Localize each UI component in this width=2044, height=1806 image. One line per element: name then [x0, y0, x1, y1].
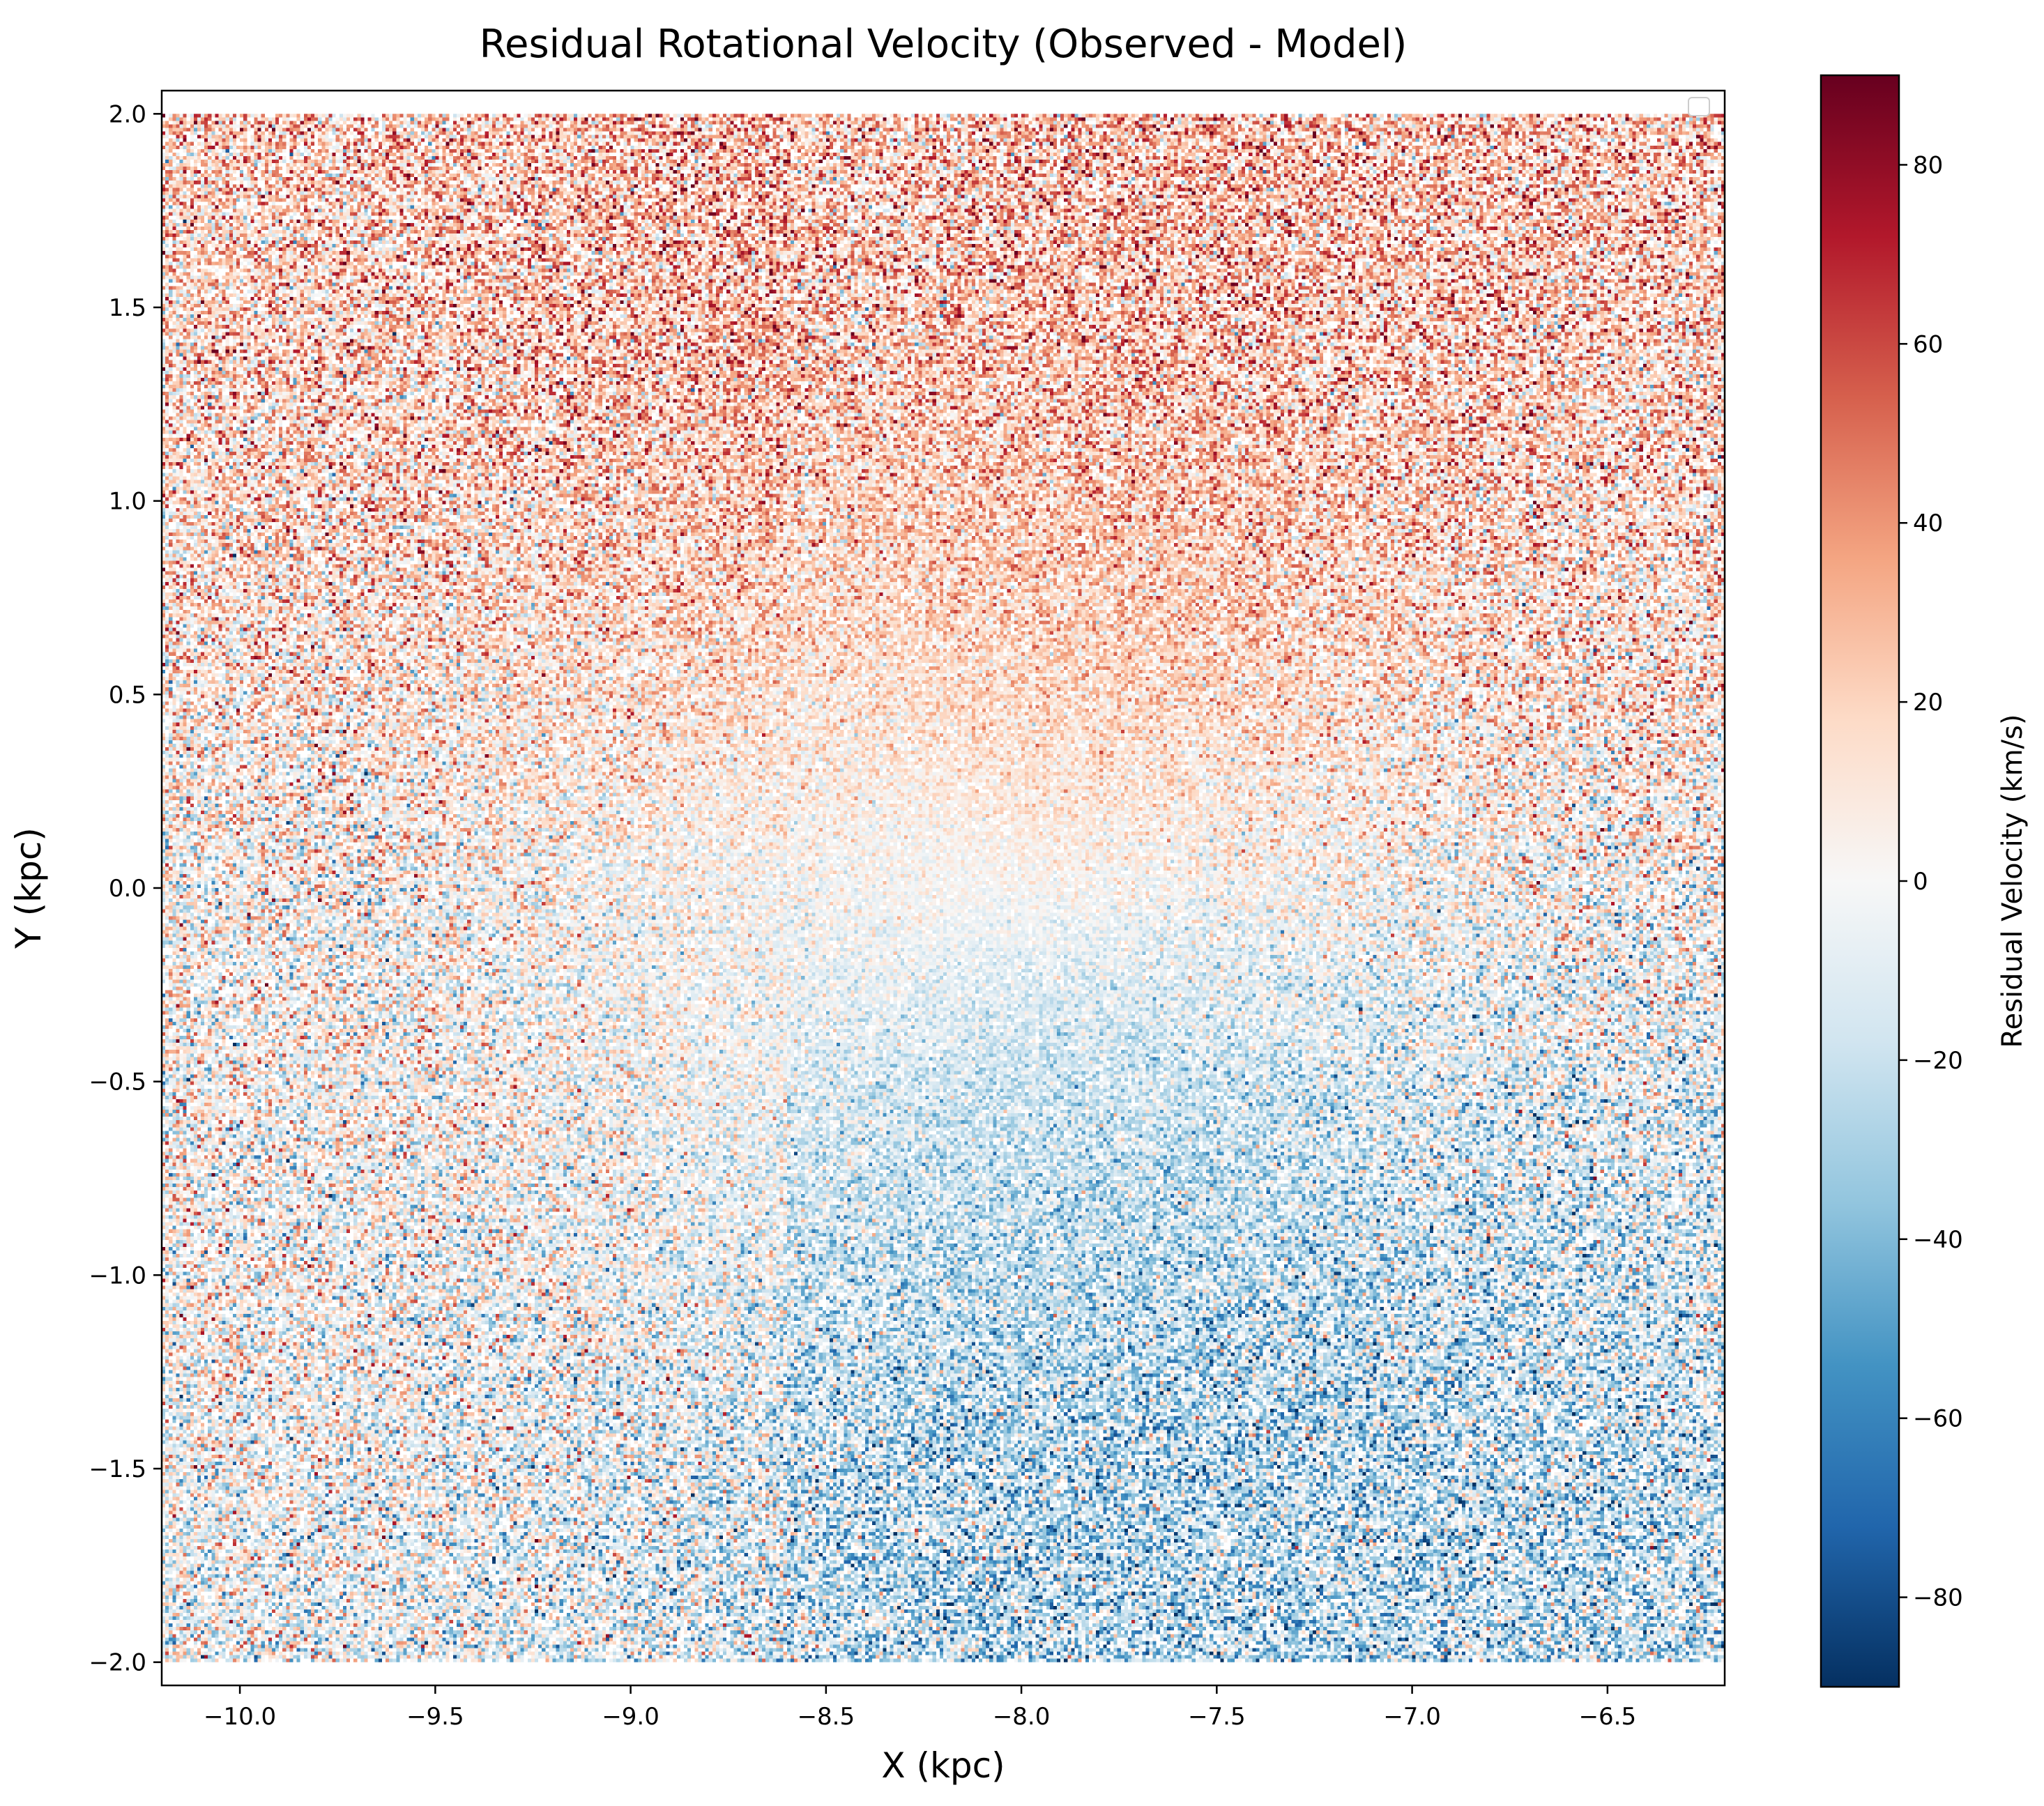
x-tick-label: −9.5: [406, 1703, 464, 1731]
x-axis: −10.0 −9.5 −9.0 −8.5 −8.0 −7.5 −7.0 −6.5: [204, 1685, 1636, 1731]
plot-area: [160, 89, 1726, 1687]
x-tick-label: −8.5: [798, 1703, 855, 1731]
heatmap-image: [162, 114, 1725, 1662]
colorbar-ticks: −80 −60 −40 −20 0 20 40 60 80: [1899, 151, 1963, 1612]
colorbar-tick-label: −60: [1913, 1405, 1963, 1433]
y-tick-label: −2.0: [89, 1649, 146, 1677]
colorbar-tick-label: −40: [1913, 1226, 1963, 1254]
colorbar: −80 −60 −40 −20 0 20 40 60 80 Residual Velocity …: [1820, 74, 2029, 1688]
y-tick-label: 2.0: [109, 100, 146, 128]
colorbar-tick-label: −80: [1913, 1584, 1963, 1612]
y-axis: −2.0 −1.5 −1.0 −0.5 0.0 0.5 1.0 1.5 2.0: [89, 100, 162, 1677]
y-tick-label: −1.0: [89, 1262, 146, 1290]
colorbar-fill: [1821, 75, 1899, 1687]
colorbar-tick-label: 40: [1913, 510, 1943, 537]
chart-title: Residual Rotational Velocity (Observed -…: [480, 22, 1408, 67]
y-tick-label: 0.5: [109, 681, 146, 709]
colorbar-tick-label: 80: [1913, 151, 1943, 179]
x-tick-label: −7.5: [1188, 1703, 1246, 1731]
y-tick-label: 0.0: [109, 875, 146, 903]
colorbar-tick-label: −20: [1913, 1047, 1963, 1075]
x-tick-label: −7.0: [1383, 1703, 1441, 1731]
y-tick-label: −0.5: [89, 1069, 146, 1096]
y-tick-label: −1.5: [89, 1455, 146, 1483]
y-tick-label: 1.0: [109, 488, 146, 516]
x-tick-label: −9.0: [602, 1703, 659, 1731]
x-tick-label: −6.5: [1579, 1703, 1637, 1731]
y-tick-label: 1.5: [109, 294, 146, 322]
colorbar-tick-label: 20: [1913, 689, 1943, 717]
colorbar-label: Residual Velocity (km/s): [1997, 714, 2029, 1048]
y-axis-label: Y (kpc): [8, 827, 49, 949]
colorbar-tick-label: 0: [1913, 868, 1928, 896]
x-axis-label: X (kpc): [881, 1745, 1005, 1786]
x-tick-label: −8.0: [993, 1703, 1051, 1731]
colorbar-tick-label: 60: [1913, 330, 1943, 358]
legend-box: [1688, 97, 1710, 116]
x-tick-label: −10.0: [204, 1703, 276, 1731]
